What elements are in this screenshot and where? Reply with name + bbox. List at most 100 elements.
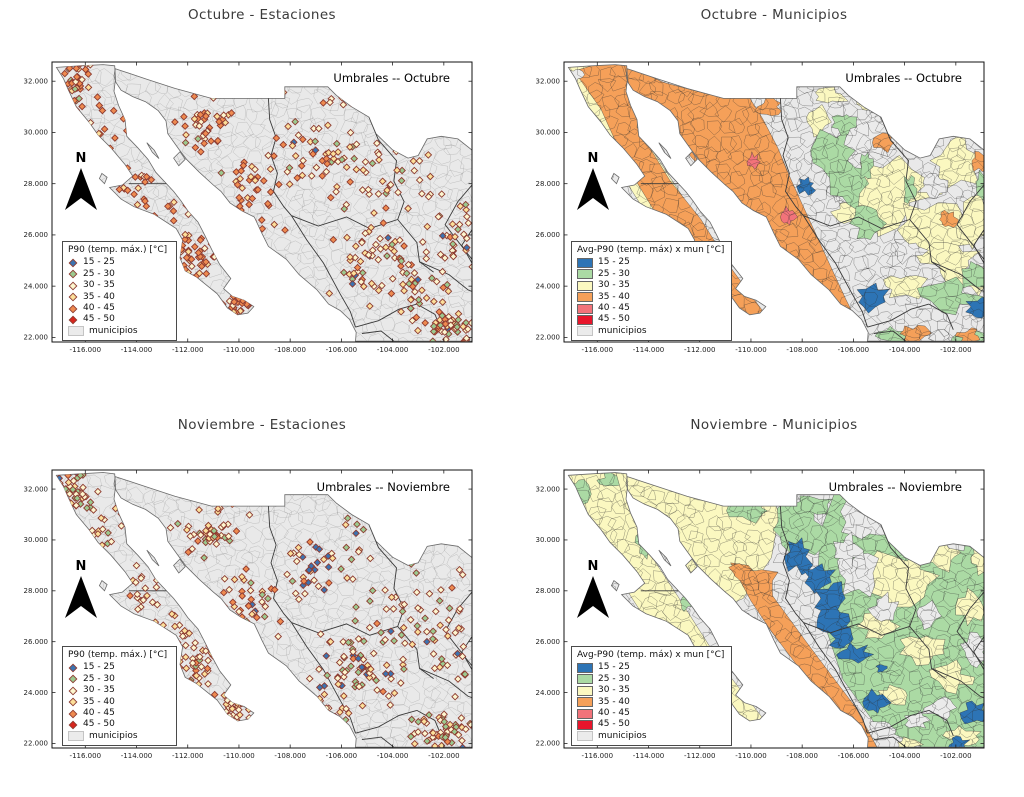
coastline bbox=[55, 472, 473, 748]
legend-label: 30 - 35 bbox=[83, 280, 115, 291]
legend-label: municipios bbox=[598, 730, 647, 741]
legend-swatch bbox=[577, 292, 593, 303]
legend-label: 25 - 30 bbox=[598, 673, 630, 684]
legend-swatch bbox=[577, 258, 593, 269]
page-title: Octubre - Municipios bbox=[700, 7, 848, 23]
legend-label: 40 - 45 bbox=[598, 707, 630, 718]
legend-label: 45 - 50 bbox=[598, 719, 630, 730]
x-tick-label: -102.000 bbox=[940, 346, 971, 354]
legend-swatch bbox=[577, 315, 593, 326]
legend-row: 25 - 30 bbox=[577, 674, 725, 685]
panel-octubre-municipios: -116.000 -114.000 -112.000 -110.000 -108.000… bbox=[512, 0, 1024, 400]
legend-row: 45 - 50 bbox=[577, 719, 725, 731]
legend-row: 45 - 50 bbox=[68, 314, 170, 325]
y-tick-label: 22.000 bbox=[536, 740, 561, 748]
map-octubre-estaciones: -116.000 -114.000 -112.000 -110.000 -108.000… bbox=[24, 61, 473, 354]
legend-marker-diamond-icon bbox=[68, 720, 78, 730]
legend-title: Avg-P90 (temp. máx) x mun [°C] bbox=[577, 650, 725, 660]
legend-row: 40 - 45 bbox=[68, 303, 170, 314]
legend-marker-diamond-icon bbox=[68, 270, 78, 279]
x-tick-label: -104.000 bbox=[377, 346, 408, 354]
panel-noviembre-municipios: -116.000 -114.000 -112.000 -110.000 -108.000… bbox=[512, 400, 1024, 797]
y-tick-label: 32.000 bbox=[536, 485, 561, 493]
y-tick-label: 28.000 bbox=[536, 180, 561, 188]
state-boundaries bbox=[640, 98, 984, 342]
legend-row: 40 - 45 bbox=[577, 303, 725, 314]
legend-swatch-municipios bbox=[577, 731, 593, 742]
legend-label: 15 - 25 bbox=[83, 257, 115, 268]
legend-row: 15 - 25 bbox=[577, 257, 725, 269]
legend-row: municipios bbox=[68, 731, 170, 742]
axes-frame: -116.000 -114.000 -112.000 -110.000 -108.000… bbox=[536, 469, 985, 760]
north-arrow-label: N bbox=[76, 151, 87, 166]
x-tick-label: -112.000 bbox=[172, 752, 203, 760]
state-boundaries bbox=[640, 506, 984, 748]
x-tick-label: -110.000 bbox=[223, 346, 254, 354]
x-tick-label: -106.000 bbox=[326, 752, 357, 760]
legend-row: 25 - 30 bbox=[68, 674, 170, 685]
y-tick-label: 28.000 bbox=[24, 180, 49, 188]
x-tick-label: -110.000 bbox=[735, 346, 766, 354]
state-boundaries bbox=[128, 506, 472, 748]
legend-marker-diamond-icon bbox=[68, 315, 78, 325]
legend-swatch bbox=[577, 708, 593, 719]
y-tick-label: 30.000 bbox=[24, 129, 49, 137]
x-tick-label: -102.000 bbox=[428, 752, 459, 760]
legend-label: 45 - 50 bbox=[598, 314, 630, 325]
x-tick-label: -106.000 bbox=[838, 752, 869, 760]
north-arrow: N bbox=[65, 559, 97, 618]
y-tick-label: 30.000 bbox=[536, 536, 561, 544]
axes-frame: -116.000 -114.000 -112.000 -110.000 -108.000… bbox=[24, 469, 473, 760]
x-tick-label: -104.000 bbox=[889, 346, 920, 354]
legend-label: 35 - 40 bbox=[598, 291, 630, 302]
legend-label: 25 - 30 bbox=[83, 673, 115, 684]
x-tick-label: -112.000 bbox=[172, 346, 203, 354]
legend-label: 25 - 30 bbox=[598, 268, 630, 279]
x-tick-label: -114.000 bbox=[121, 752, 152, 760]
legend-label: municipios bbox=[598, 325, 647, 336]
legend-swatch bbox=[577, 280, 593, 291]
legend-label: 40 - 45 bbox=[598, 302, 630, 313]
legend-row: 15 - 25 bbox=[68, 257, 170, 268]
legend-label: 30 - 35 bbox=[598, 280, 630, 291]
legend: P90 (temp. máx.) [°C] 15 - 25 25 - 30 30 -… bbox=[62, 646, 177, 747]
legend: Avg-P90 (temp. máx) x mun [°C] 15 - 25 25… bbox=[571, 241, 732, 342]
legend-marker-diamond-icon bbox=[68, 709, 78, 719]
page-title: Noviembre - Estaciones bbox=[177, 417, 347, 433]
y-tick-label: 26.000 bbox=[536, 638, 561, 646]
map-inset-label: Umbrales -- Noviembre bbox=[313, 480, 453, 494]
legend-title: Avg-P90 (temp. máx) x mun [°C] bbox=[577, 245, 725, 255]
legend-swatch bbox=[577, 674, 593, 685]
x-tick-label: -116.000 bbox=[70, 752, 101, 760]
panel-noviembre-estaciones: -116.000 -114.000 -112.000 -110.000 -108.000… bbox=[0, 400, 512, 797]
legend-row: municipios bbox=[577, 326, 725, 337]
panel-octubre-estaciones: -116.000 -114.000 -112.000 -110.000 -108.000… bbox=[0, 0, 512, 400]
legend-label: 35 - 40 bbox=[598, 696, 630, 707]
y-tick-label: 30.000 bbox=[24, 536, 49, 544]
x-tick-label: -112.000 bbox=[684, 752, 715, 760]
legend-swatch bbox=[577, 269, 593, 280]
y-tick-label: 30.000 bbox=[536, 129, 561, 137]
legend-row: 15 - 25 bbox=[577, 662, 725, 674]
legend-swatch bbox=[577, 720, 593, 731]
legend-label: 40 - 45 bbox=[83, 707, 115, 718]
north-arrow-label: N bbox=[588, 151, 599, 166]
y-tick-label: 22.000 bbox=[24, 334, 49, 342]
legend-label: 25 - 30 bbox=[83, 268, 115, 279]
legend-marker-diamond-icon bbox=[68, 281, 78, 291]
legend-row: 25 - 30 bbox=[68, 269, 170, 280]
legend-row: 35 - 40 bbox=[577, 697, 725, 708]
legend-row: 30 - 35 bbox=[68, 280, 170, 291]
x-tick-label: -104.000 bbox=[889, 752, 920, 760]
x-tick-label: -116.000 bbox=[582, 346, 613, 354]
x-tick-label: -108.000 bbox=[786, 752, 817, 760]
legend-swatch-municipios bbox=[577, 326, 593, 337]
x-tick-label: -116.000 bbox=[582, 752, 613, 760]
y-tick-label: 24.000 bbox=[24, 689, 49, 697]
legend-marker-diamond-icon bbox=[68, 697, 78, 707]
x-tick-label: -114.000 bbox=[633, 752, 664, 760]
x-tick-label: -110.000 bbox=[223, 752, 254, 760]
y-tick-label: 24.000 bbox=[536, 282, 561, 290]
legend-swatch-municipios bbox=[68, 326, 84, 337]
